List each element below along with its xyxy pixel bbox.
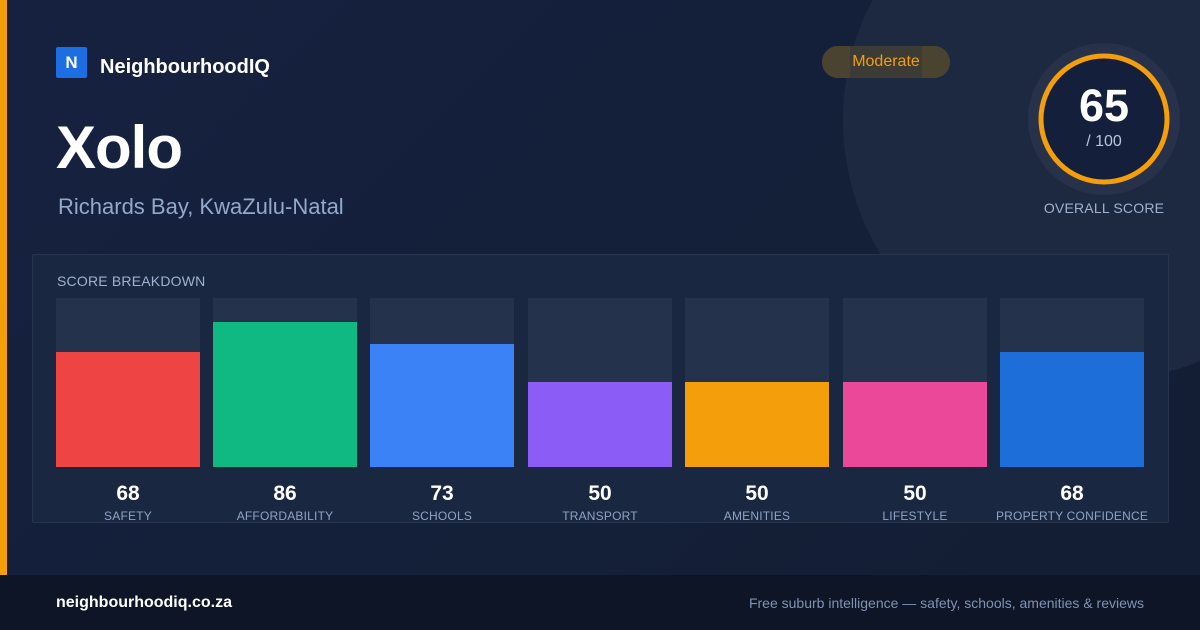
- metric-safety: 68 SAFETY: [56, 298, 200, 524]
- metric-track: [1000, 298, 1144, 467]
- metric-value: 73: [430, 482, 454, 505]
- brand: N NeighbourhoodIQ: [56, 46, 270, 79]
- score-breakdown-panel: SCORE BREAKDOWN 68 SAFETY 86 AFFORDABILI…: [32, 254, 1169, 523]
- overall-score-ring: 65 / 100: [1028, 43, 1180, 195]
- metric-schools: 73 SCHOOLS: [370, 298, 514, 524]
- share-card: N NeighbourhoodIQ Moderate Xolo Richards…: [0, 0, 1200, 575]
- metric-label: LIFESTYLE: [882, 509, 948, 523]
- rating-badge: Moderate: [822, 46, 950, 78]
- metric-value: 50: [588, 482, 612, 505]
- metric-value: 50: [745, 482, 769, 505]
- metric-label: PROPERTY CONFIDENCE: [995, 509, 1149, 523]
- footer-tagline: Free suburb intelligence — safety, schoo…: [748, 594, 1144, 611]
- metric-bar: [56, 352, 200, 467]
- metric-value: 50: [903, 482, 927, 505]
- metric-bar: [685, 382, 829, 467]
- metric-label: AFFORDABILITY: [236, 509, 334, 523]
- breakdown-title: SCORE BREAKDOWN: [57, 273, 206, 289]
- metric-lifestyle: 50 LIFESTYLE: [843, 298, 987, 524]
- metric-label: AMENITIES: [723, 509, 791, 523]
- metric-transport: 50 TRANSPORT: [528, 298, 672, 524]
- metric-track: [370, 298, 514, 467]
- brand-name: NeighbourhoodIQ: [100, 56, 270, 78]
- metric-track: [213, 298, 357, 467]
- metric-property-confidence: 68 PROPERTY CONFIDENCE: [996, 298, 1148, 524]
- metric-track: [56, 298, 200, 467]
- metric-label: SCHOOLS: [411, 509, 473, 523]
- metric-bar: [1000, 352, 1144, 467]
- metric-bar: [528, 382, 672, 467]
- metric-label: SAFETY: [104, 509, 152, 523]
- metric-track: [685, 298, 829, 467]
- metric-bar: [370, 344, 514, 467]
- metric-value: 68: [1060, 482, 1084, 505]
- metric-amenities: 50 AMENITIES: [685, 298, 829, 524]
- overall-score-value: 65: [1078, 80, 1130, 131]
- metric-value: 86: [273, 482, 297, 505]
- metric-bar: [843, 382, 987, 467]
- overall-score-label: OVERALL SCORE: [1043, 200, 1165, 216]
- footer: neighbourhoodiq.co.za Free suburb intell…: [0, 575, 1200, 630]
- score-ring-graphic: [1038, 53, 1170, 185]
- overall-score-max: / 100: [1086, 133, 1122, 150]
- metric-label: TRANSPORT: [562, 509, 638, 523]
- metric-bar: [213, 322, 357, 467]
- rating-badge-label: Moderate: [852, 53, 920, 70]
- suburb-title: Xolo: [56, 114, 183, 181]
- metric-affordability: 86 AFFORDABILITY: [213, 298, 357, 524]
- metric-track: [528, 298, 672, 467]
- metric-value: 68: [116, 482, 140, 505]
- accent-stripe: [0, 0, 7, 575]
- footer-domain-link[interactable]: neighbourhoodiq.co.za: [56, 593, 232, 611]
- metric-track: [843, 298, 987, 467]
- suburb-location: Richards Bay, KwaZulu-Natal: [58, 194, 344, 219]
- brand-logo-icon: N: [56, 47, 87, 78]
